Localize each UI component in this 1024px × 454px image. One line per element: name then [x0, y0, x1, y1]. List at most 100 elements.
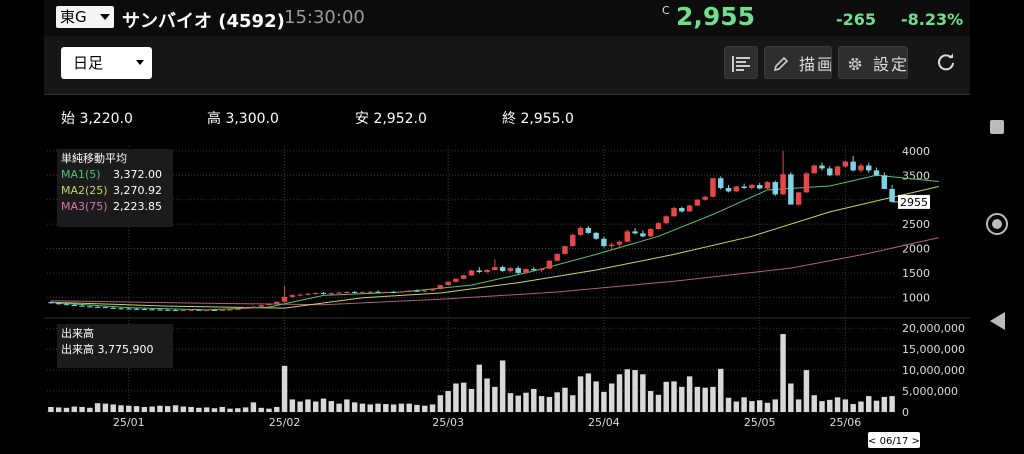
pencil-icon [773, 56, 789, 72]
volume-bar [79, 406, 85, 412]
ma3-row: MA3(75) 2,223.85 [61, 199, 169, 215]
candle-body [725, 187, 732, 192]
volume-bar [211, 408, 218, 412]
volume-bar [102, 403, 109, 412]
ma3-value: 2,223.85 [113, 200, 162, 213]
volume-bar [437, 395, 444, 412]
volume-bar [422, 405, 428, 412]
volume-bar [118, 405, 124, 412]
open-value: 3,220.0 [79, 111, 133, 127]
volume-bar [671, 381, 677, 412]
candle-body [110, 307, 116, 309]
volume-bar [149, 406, 155, 412]
candle-body [834, 166, 841, 176]
volume-bar [889, 396, 895, 412]
volume-bar [383, 404, 389, 412]
candle-body [679, 208, 685, 212]
volume-bar [624, 369, 631, 412]
candle-body [866, 165, 872, 171]
indicator-list-button[interactable] [724, 46, 758, 79]
quote-time: 15:30:00 [284, 7, 365, 28]
volume-bar [390, 404, 397, 412]
volume-bar [663, 381, 669, 412]
ma2-row: MA2(25) 3,270.92 [61, 183, 169, 199]
volume-bar [476, 364, 483, 412]
candle-body [87, 306, 93, 308]
volume-bar [165, 406, 171, 412]
candle-body [811, 165, 817, 174]
volume-tick-label: 10,000,000 [902, 364, 965, 377]
volume-bar [570, 395, 576, 412]
volume-bar [858, 401, 864, 412]
list-lines-icon [732, 56, 750, 72]
candle-body [235, 308, 241, 310]
volume-bar [601, 391, 607, 412]
volume-bar [250, 402, 257, 412]
stock-name: サンバイオ (4592) [122, 11, 285, 32]
volume-bar [803, 370, 810, 412]
candle-body [733, 186, 740, 192]
volume-bar [429, 404, 436, 412]
volume-bar [289, 399, 296, 412]
candle-body [55, 303, 62, 305]
candle-body [367, 291, 373, 293]
volume-bar [694, 386, 701, 412]
volume-bar [445, 391, 451, 412]
home-icon[interactable] [986, 213, 1008, 235]
candle-body [79, 305, 85, 307]
candle-body [359, 292, 366, 294]
volume-tick-label: 20,000,000 [902, 322, 965, 335]
ma-legend: 単純移動平均 MA1(5) 3,372.00 MA2(25) 3,270.92 … [57, 149, 173, 227]
candle-body [94, 306, 101, 308]
volume-bar [328, 401, 335, 412]
candle-body [546, 260, 553, 269]
candle-body [741, 186, 747, 188]
candlestick-chart[interactable]: 400035003000250020001500100020,000,00015… [44, 94, 970, 450]
volume-bar [499, 360, 506, 412]
candle-body [554, 253, 560, 261]
date-tick-label: 25/03 [432, 416, 464, 429]
timeframe-select[interactable]: 日足 [61, 47, 152, 79]
candle-body [429, 289, 436, 291]
candle-body [375, 291, 381, 293]
price-tick-label: 3500 [902, 169, 930, 182]
candle-body [710, 178, 716, 197]
market-selector[interactable]: 東G [56, 6, 114, 28]
candle-body [718, 178, 724, 188]
candle-body [819, 165, 825, 169]
candle-body [398, 291, 405, 293]
current-price: 2,955 [676, 2, 756, 31]
candle-body [686, 205, 693, 212]
volume-bar [538, 396, 545, 412]
candle-body [219, 309, 225, 311]
candle-body [344, 291, 350, 293]
volume-bar [749, 401, 755, 412]
current-price-tag-label: 2955 [900, 196, 928, 209]
settings-label: 設定 [873, 55, 908, 74]
candle-body [795, 192, 802, 205]
candle-body [655, 223, 662, 229]
recent-apps-icon[interactable] [990, 120, 1004, 134]
candle-body [242, 307, 249, 309]
volume-bar [453, 383, 459, 412]
price-change: -265 [836, 10, 877, 29]
price-tick-label: 2500 [902, 218, 930, 231]
volume-bar [710, 386, 716, 412]
volume-bar [788, 383, 794, 412]
draw-label: 描画 [799, 55, 832, 74]
volume-bar [157, 405, 163, 412]
date-tick-label: 25/05 [744, 416, 776, 429]
volume-bar [523, 392, 529, 412]
draw-button[interactable]: 描画 [764, 46, 832, 79]
chart-area[interactable]: 400035003000250020001500100020,000,00015… [44, 94, 970, 450]
refresh-icon[interactable] [936, 52, 956, 72]
back-icon[interactable] [990, 312, 1005, 330]
low-value: 2,952.0 [373, 111, 427, 127]
volume-bar [764, 402, 771, 412]
header-bar: 東G サンバイオ (4592) 15:30:00 C 2,955 -265 -8… [44, 0, 970, 36]
volume-bar [827, 399, 833, 412]
settings-button[interactable]: 設定 [838, 46, 908, 79]
volume-bar [702, 387, 708, 412]
candle-body [157, 309, 163, 311]
candle-body [289, 295, 296, 297]
